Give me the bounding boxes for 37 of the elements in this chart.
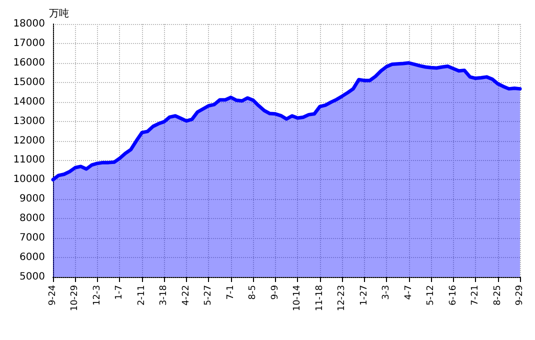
y-tick-label: 18000 — [13, 18, 45, 30]
x-tick-label: 4-22 — [181, 285, 192, 306]
x-tick-label: 3-3 — [382, 285, 392, 300]
y-axis-title: 万吨 — [49, 8, 69, 20]
x-tick-label: 10-29 — [70, 284, 80, 312]
x-tick-label: 5-27 — [204, 285, 214, 306]
y-tick-label: 13000 — [13, 116, 45, 127]
x-tick-label: 8-5 — [248, 285, 258, 300]
x-tick-label: 10-14 — [292, 284, 303, 312]
x-tick-label: 2-11 — [136, 285, 147, 306]
x-tick-label: 3-18 — [159, 284, 170, 306]
x-tick-label: 8-25 — [492, 285, 503, 306]
x-tick-label: 5-12 — [426, 285, 436, 306]
y-tick-label: 17000 — [13, 38, 45, 49]
x-tick-label: 12-3 — [92, 285, 102, 306]
y-tick-label: 14000 — [13, 96, 45, 108]
x-tick-label: 7-21 — [470, 285, 481, 306]
x-tick-label: 9-9 — [270, 284, 280, 300]
y-tick-label: 11000 — [13, 154, 45, 166]
y-tick-label: 15000 — [13, 76, 45, 88]
x-tick-label: 9-24 — [48, 284, 58, 306]
x-tick-label: 9-29 — [515, 284, 525, 306]
y-tick-label: 7000 — [20, 232, 45, 244]
x-tick-label: 11-18 — [314, 284, 325, 312]
y-tick-label: 5000 — [20, 272, 45, 282]
x-tick-label: 6-16 — [448, 284, 458, 306]
x-tick-label: 4-7 — [404, 285, 414, 300]
y-tick-label: 8000 — [20, 213, 45, 224]
y-tick-label: 6000 — [20, 252, 45, 264]
x-tick-label: 7-1 — [226, 285, 236, 300]
y-tick-label: 10000 — [13, 174, 45, 186]
x-tick-label: 1-27 — [359, 285, 370, 306]
x-tick-label: 12-23 — [337, 285, 348, 312]
x-tick-label: 1-7 — [114, 285, 125, 300]
y-tick-label: 9000 — [20, 194, 45, 205]
y-tick-label: 16000 — [13, 57, 45, 68]
y-tick-label: 12000 — [13, 135, 45, 146]
